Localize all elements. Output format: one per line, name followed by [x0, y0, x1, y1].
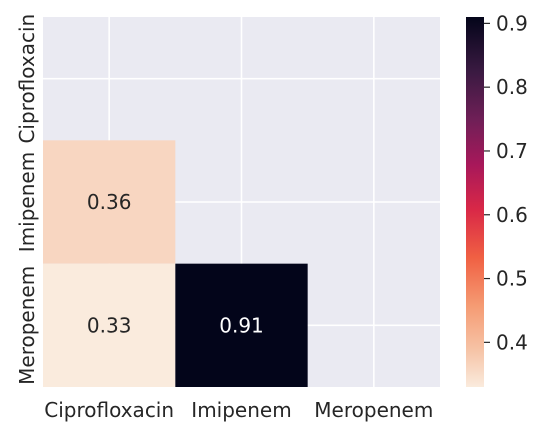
y-tick-label-meropenem: Meropenem: [15, 266, 39, 385]
cell-meropenem-ciprofloxacin: [43, 263, 176, 387]
colorbar-tick-label: 0.6: [496, 203, 528, 227]
colorbar-tick-label: 0.9: [496, 11, 528, 35]
x-tick-label-imipenem: Imipenem: [191, 398, 291, 422]
colorbar-tick-label: 0.5: [496, 267, 528, 291]
cell-value-label: 0.33: [87, 313, 132, 337]
colorbar-ticks: 0.4 0.5 0.6 0.7 0.8 0.9: [484, 11, 528, 354]
heatmap-cells: 0.36 0.33 0.91: [43, 140, 308, 387]
colorbar-tick-label: 0.7: [496, 139, 528, 163]
colorbar: [466, 17, 484, 387]
cell-imipenem-ciprofloxacin: [43, 140, 176, 264]
cell-value-label: 0.91: [219, 313, 264, 337]
x-tick-label-ciprofloxacin: Ciprofloxacin: [44, 398, 174, 422]
y-tick-label-ciprofloxacin: Ciprofloxacin: [15, 14, 39, 144]
cell-value-label: 0.36: [87, 190, 132, 214]
colorbar-tick-label: 0.8: [496, 75, 528, 99]
x-tick-labels: Ciprofloxacin Imipenem Meropenem: [44, 398, 433, 422]
cell-meropenem-imipenem: [175, 263, 308, 387]
colorbar-tick-label: 0.4: [496, 330, 528, 354]
y-tick-labels: Ciprofloxacin Imipenem Meropenem: [15, 14, 39, 385]
x-tick-label-meropenem: Meropenem: [314, 398, 433, 422]
y-tick-label-imipenem: Imipenem: [15, 152, 39, 252]
